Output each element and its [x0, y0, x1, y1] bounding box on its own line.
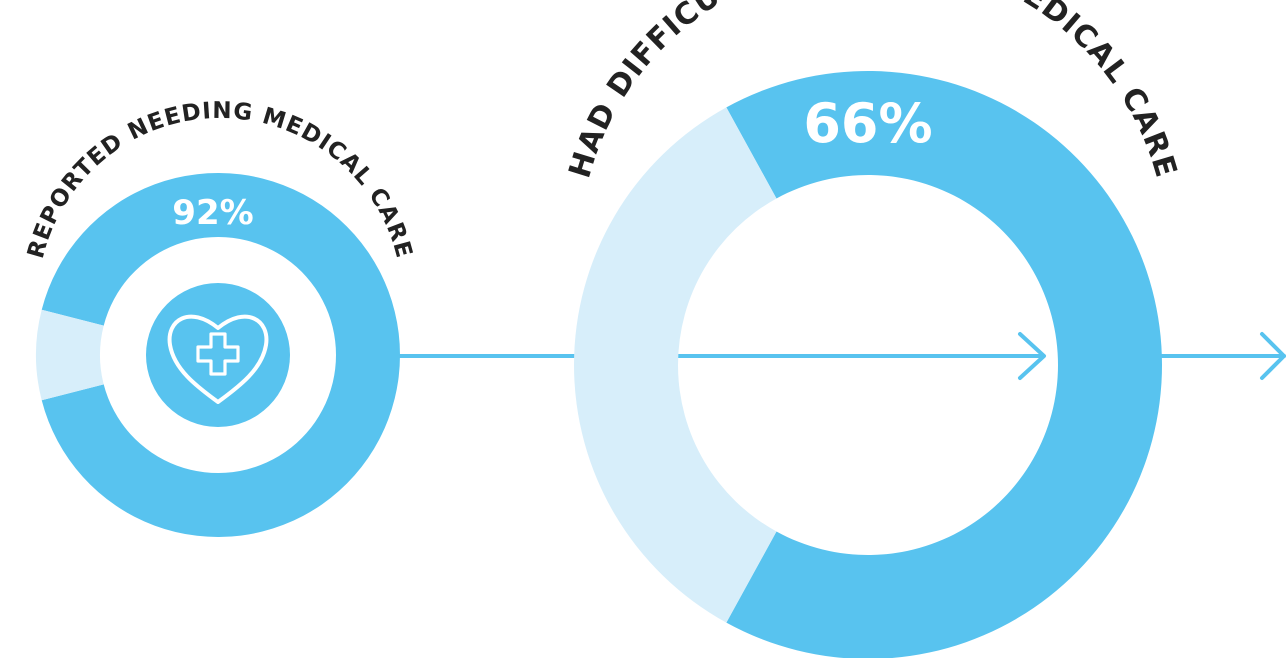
percent-label: 66%: [803, 92, 932, 155]
percent-label: 92%: [172, 193, 253, 233]
icon-badge: [146, 283, 290, 427]
donut-chart-difficulty-accessing: 66% HAD DIFFICULTY ACCESSING MEDICAL CAR…: [562, 0, 1183, 658]
donut-segment-remainder: [36, 310, 104, 401]
connector-2: [1158, 334, 1284, 378]
connector-1: [395, 334, 1044, 378]
donut-segment-remainder: [574, 107, 776, 622]
donut-segment-value: [726, 71, 1162, 658]
donut-chart-needing-care: 92% REPORTED NEEDING MEDICAL CARE: [23, 98, 417, 537]
